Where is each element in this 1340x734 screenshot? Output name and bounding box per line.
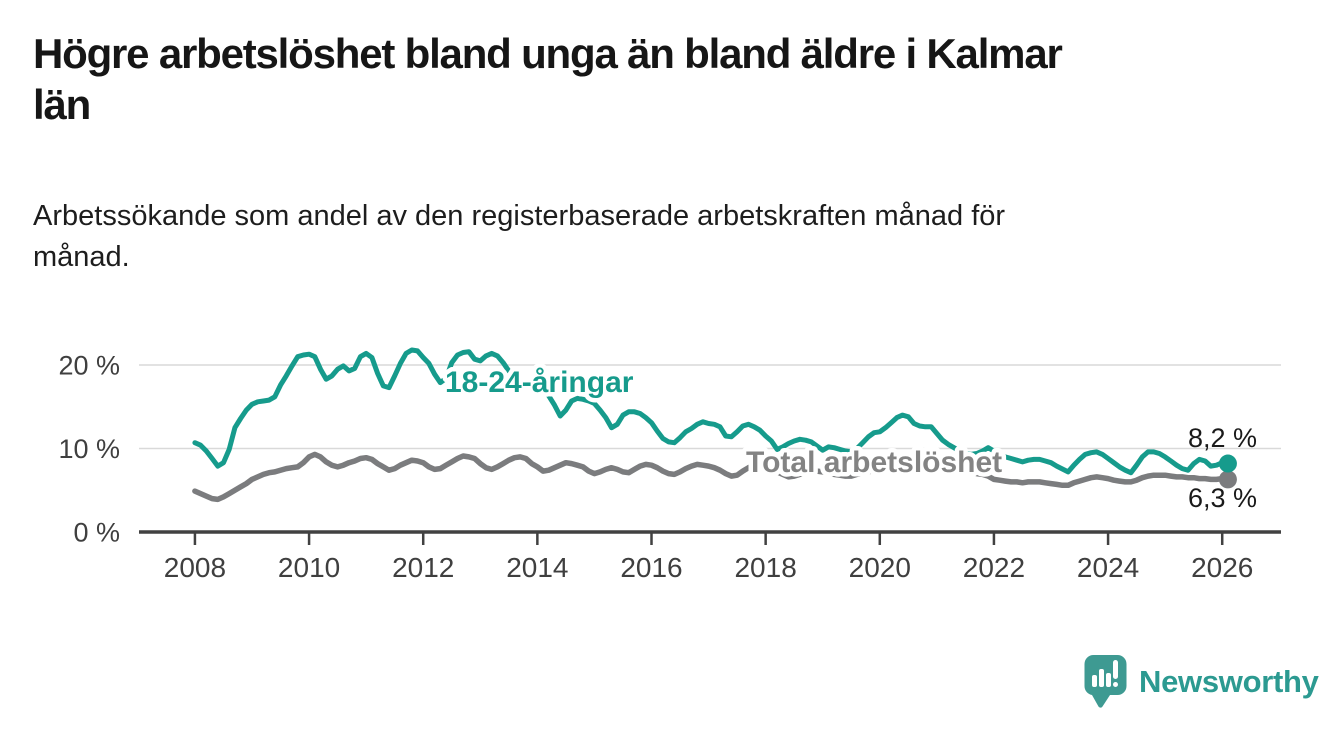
page-title-line-1: Högre arbetslöshet bland unga än bland ä… xyxy=(33,30,1063,77)
x-axis-tick-label: 2026 xyxy=(1191,552,1253,583)
series-end-dot-total xyxy=(1218,470,1237,489)
chart-end-dots xyxy=(1218,454,1237,489)
page-subtitle-line-2: månad. xyxy=(33,240,130,273)
x-axis-tick-label: 2016 xyxy=(620,552,682,583)
y-axis-tick-label: 20 % xyxy=(58,351,120,381)
x-axis-tick-label: 2014 xyxy=(506,552,568,583)
newsworthy-logo: Newsworthy xyxy=(1083,653,1319,710)
series-line-total xyxy=(192,451,1231,503)
x-axis-tick-label: 2012 xyxy=(392,552,454,583)
page-subtitle: Arbetssökande som andel av den registerb… xyxy=(33,196,1243,277)
x-axis-tick-label: 2008 xyxy=(164,552,226,583)
chart-series xyxy=(192,347,1231,503)
x-axis-tick-label: 2010 xyxy=(278,552,340,583)
x-axis-tick-label: 2024 xyxy=(1077,552,1139,583)
x-axis-tick-label: 2022 xyxy=(963,552,1025,583)
series-label-total: Total arbetslöshet xyxy=(746,446,1002,479)
x-axis-tick-label: 2018 xyxy=(734,552,796,583)
end-value-label-18-24: 8,2 % xyxy=(1188,423,1257,453)
y-axis-tick-label: 0 % xyxy=(73,518,120,548)
series-end-dot-18-24 xyxy=(1218,454,1237,473)
chart-axes: 0 % 10 % 20 % 2008 2010 2012 2014 2016 2018 2020 2… xyxy=(58,351,1281,583)
newsworthy-bar-chart-icon xyxy=(1084,655,1127,708)
end-value-label-total: 6,3 % xyxy=(1188,483,1257,513)
page-title-line-2: län xyxy=(33,81,91,129)
y-axis-tick-label: 10 % xyxy=(58,434,120,464)
x-axis-tick-label: 2020 xyxy=(849,552,911,583)
series-label-18-24: 18-24-åringar xyxy=(445,366,634,399)
newsworthy-logo-text: Newsworthy xyxy=(1139,663,1319,699)
page-title: Högre arbetslöshet bland unga än bland ä… xyxy=(33,28,1303,130)
page-subtitle-line-1: Arbetssökande som andel av den registerb… xyxy=(33,200,1006,232)
series-line-18-24 xyxy=(192,347,1231,476)
